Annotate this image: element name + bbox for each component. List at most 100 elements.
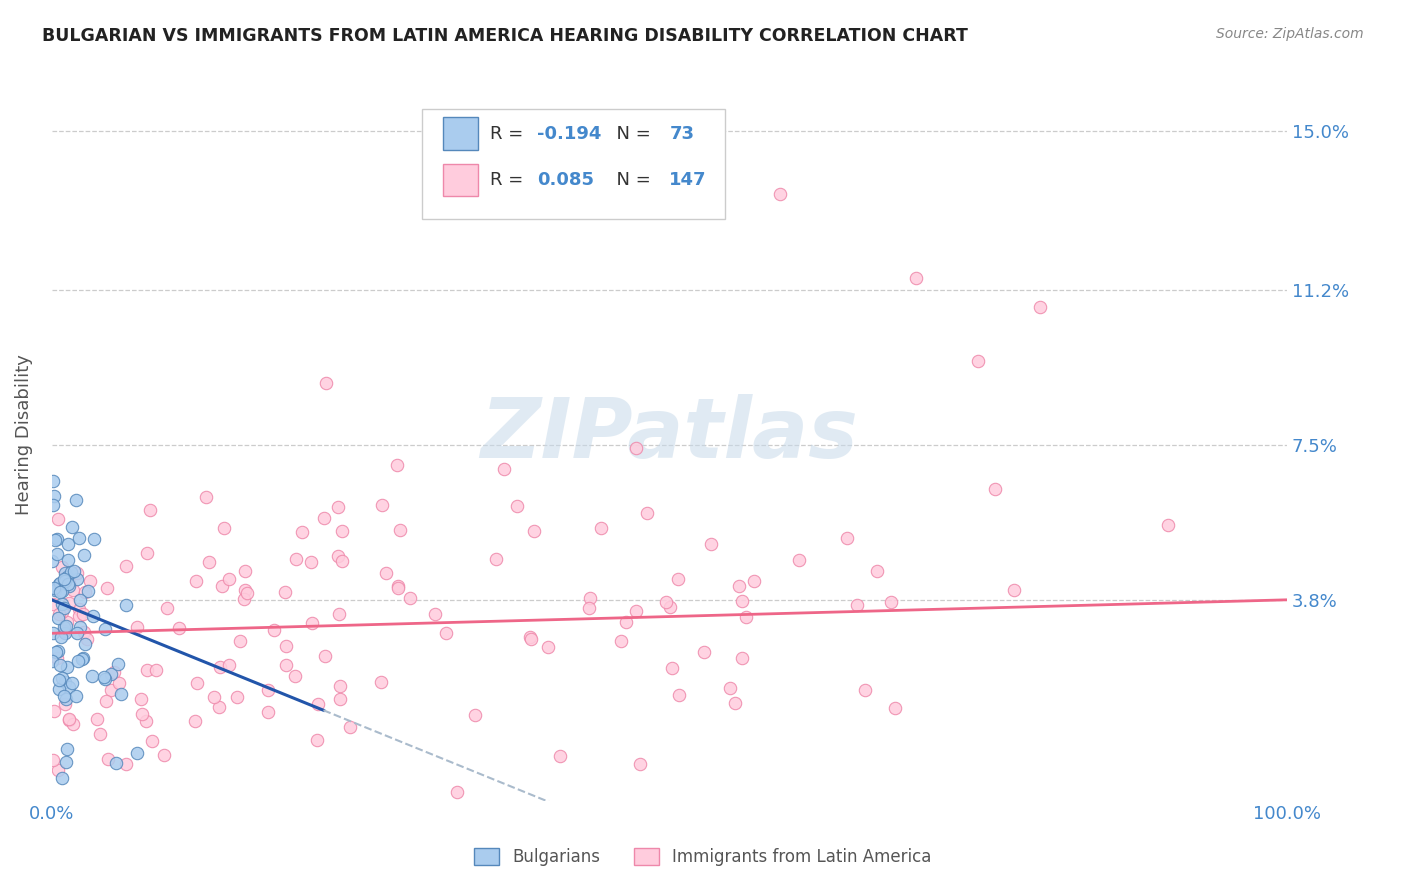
Point: [578, 600, 600, 615]
Point: [48, 681, 70, 696]
Text: N =: N =: [605, 171, 657, 189]
Point: [330, 554, 353, 568]
Point: [492, 462, 515, 476]
Point: [668, 688, 690, 702]
Point: [115, 559, 138, 574]
Text: 147: 147: [669, 171, 707, 189]
Point: [326, 500, 349, 514]
Point: [387, 581, 409, 595]
Point: [46, 512, 69, 526]
Point: [626, 442, 648, 456]
Point: [658, 599, 681, 614]
Point: [65, 566, 87, 581]
Point: [235, 586, 257, 600]
Point: [53, 674, 76, 689]
Point: [284, 669, 307, 683]
Point: [385, 458, 408, 472]
Point: [718, 681, 741, 695]
Point: [49, 658, 72, 673]
Point: [329, 692, 352, 706]
Point: [55, 570, 77, 584]
Point: [136, 546, 159, 560]
Point: [388, 523, 411, 537]
Text: R =: R =: [491, 171, 529, 189]
Point: [769, 187, 792, 202]
Point: [42, 597, 65, 611]
Point: [41, 654, 63, 668]
Point: [434, 626, 457, 640]
Point: [326, 549, 349, 563]
Point: [218, 572, 240, 586]
Point: [69, 592, 91, 607]
Text: ZIPatlas: ZIPatlas: [481, 394, 858, 475]
Point: [55, 691, 77, 706]
Legend: Bulgarians, Immigrants from Latin America: Bulgarians, Immigrants from Latin Americ…: [465, 840, 941, 875]
Point: [53, 626, 76, 640]
Point: [56, 659, 79, 673]
Point: [103, 665, 125, 679]
Point: [67, 608, 90, 623]
Point: [155, 600, 177, 615]
Point: [263, 623, 285, 637]
Point: [94, 622, 117, 636]
Point: [654, 595, 676, 609]
Point: [51, 671, 73, 685]
Point: [86, 712, 108, 726]
Point: [97, 752, 120, 766]
Text: Source: ZipAtlas.com: Source: ZipAtlas.com: [1216, 27, 1364, 41]
Point: [905, 270, 928, 285]
Point: [285, 552, 308, 566]
Bar: [443, 118, 478, 151]
Point: [967, 354, 990, 368]
Point: [307, 698, 329, 712]
Point: [65, 690, 87, 704]
Point: [153, 748, 176, 763]
Point: [65, 493, 87, 508]
Point: [46, 644, 69, 658]
Point: [291, 524, 314, 539]
Point: [329, 679, 352, 693]
Point: [55, 756, 77, 770]
Point: [328, 607, 350, 621]
Point: [229, 634, 252, 648]
Point: [67, 531, 90, 545]
Point: [693, 645, 716, 659]
Point: [107, 657, 129, 671]
Point: [72, 607, 94, 621]
Point: [58, 537, 80, 551]
Point: [89, 726, 111, 740]
Point: [837, 532, 859, 546]
Point: [884, 701, 907, 715]
Point: [211, 579, 233, 593]
Point: [51, 598, 73, 612]
Point: [233, 591, 256, 606]
Point: [724, 696, 747, 710]
Point: [423, 607, 446, 621]
Point: [464, 708, 486, 723]
Point: [52, 624, 75, 638]
Point: [58, 680, 80, 694]
Text: 0.085: 0.085: [537, 171, 595, 189]
Point: [42, 581, 65, 595]
Point: [787, 553, 810, 567]
Point: [62, 582, 84, 597]
Point: [46, 611, 69, 625]
Point: [100, 666, 122, 681]
Point: [145, 663, 167, 677]
Point: [49, 584, 72, 599]
Point: [44, 582, 66, 597]
Point: [59, 565, 82, 579]
FancyBboxPatch shape: [422, 109, 725, 219]
Point: [53, 689, 76, 703]
Point: [110, 687, 132, 701]
Point: [522, 524, 544, 539]
Point: [845, 598, 868, 612]
Point: [537, 640, 560, 655]
Point: [880, 595, 903, 609]
Point: [256, 705, 278, 719]
Point: [274, 657, 297, 672]
Point: [628, 756, 651, 771]
Point: [48, 607, 70, 622]
Point: [184, 714, 207, 728]
Point: [51, 605, 73, 619]
